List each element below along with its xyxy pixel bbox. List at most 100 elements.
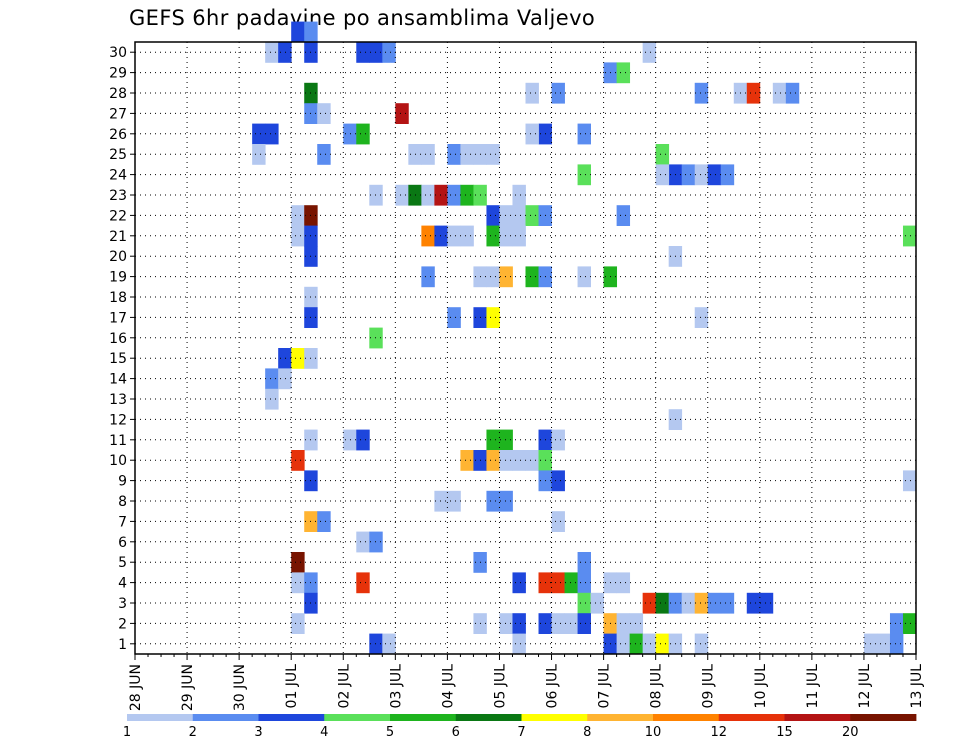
legend-swatch	[850, 714, 917, 721]
heatmap-cell	[746, 592, 761, 614]
y-tick-label: 17	[109, 310, 127, 326]
heatmap-cell	[655, 144, 670, 165]
heatmap-cell	[525, 123, 539, 145]
heatmap-cell	[291, 225, 305, 247]
y-tick-label: 22	[109, 208, 127, 224]
heatmap-cell	[499, 490, 513, 512]
legend-label: 10	[645, 725, 662, 740]
heatmap-cell	[447, 307, 461, 328]
heatmap-cell	[265, 388, 279, 410]
legend-label: 15	[776, 725, 793, 740]
heatmap-cell	[291, 348, 305, 369]
heatmap-cell	[382, 633, 396, 655]
legend-label: 5	[386, 725, 394, 740]
heatmap-cell	[902, 613, 917, 634]
y-tick-label: 11	[109, 433, 127, 449]
heatmap-cell	[616, 633, 631, 655]
heatmap-cell	[629, 613, 644, 634]
heatmap-cell	[278, 368, 292, 390]
heatmap-cell	[577, 266, 591, 288]
legend-label: 8	[583, 725, 591, 740]
heatmap-cell	[551, 470, 565, 492]
heatmap-cell	[265, 42, 279, 63]
heatmap-cell	[629, 633, 644, 655]
heatmap-cell	[525, 266, 539, 288]
y-tick-label: 24	[109, 168, 127, 184]
y-tick-label: 29	[109, 66, 127, 82]
heatmap-cell	[356, 429, 370, 451]
heatmap-cell	[278, 42, 292, 63]
heatmap-cell	[317, 144, 331, 165]
x-tick-label: 12 JUL	[857, 664, 873, 709]
legend-swatch	[127, 714, 194, 721]
heatmap-cell	[265, 368, 279, 390]
heatmap-cell	[343, 123, 357, 145]
x-tick-label: 03 JUL	[388, 664, 404, 709]
heatmap-cell	[369, 42, 383, 63]
heatmap-cell	[486, 450, 500, 471]
heatmap-cell	[655, 164, 670, 186]
x-tick-label: 10 JUL	[753, 664, 769, 709]
heatmap-cell	[434, 225, 448, 247]
heatmap-cell	[642, 592, 657, 614]
heatmap-cell	[499, 205, 513, 226]
heatmap-cell	[317, 511, 331, 532]
legend-swatch	[192, 714, 259, 721]
heatmap-cell	[616, 572, 631, 594]
heatmap-cell	[369, 633, 383, 655]
x-tick-label: 02 JUL	[336, 664, 352, 709]
heatmap-cell	[551, 572, 565, 594]
heatmap-cell	[512, 205, 526, 226]
heatmap-cell	[291, 552, 305, 573]
heatmap-cell	[499, 613, 513, 634]
legend-label: 1	[123, 725, 131, 740]
legend-swatch	[718, 714, 785, 721]
heatmap-cell	[369, 184, 383, 206]
heatmap-cell	[785, 82, 800, 104]
heatmap-cell	[577, 164, 591, 186]
x-tick-label: 04 JUL	[440, 664, 456, 709]
y-tick-label: 6	[118, 535, 127, 551]
heatmap-cell	[265, 123, 279, 145]
heatmap-cell	[551, 613, 565, 634]
heatmap-cell	[655, 592, 670, 614]
heatmap-cell	[447, 184, 461, 206]
y-tick-label: 1	[118, 637, 127, 653]
heatmap-cell	[447, 225, 461, 247]
heatmap-cell	[252, 144, 266, 165]
heatmap-cell	[369, 531, 383, 553]
legend-swatch	[455, 714, 522, 721]
heatmap-cell	[564, 613, 578, 634]
y-tick-label: 15	[109, 351, 127, 367]
y-tick-label: 12	[109, 412, 127, 428]
y-tick-label: 25	[109, 147, 127, 163]
heatmap-cell	[889, 613, 904, 634]
y-tick-label: 9	[118, 474, 127, 490]
heatmap-cell	[694, 82, 709, 104]
heatmap-cell	[395, 103, 409, 124]
heatmap-cell	[577, 123, 591, 145]
heatmap-cell	[564, 572, 578, 594]
heatmap-cell	[889, 633, 904, 655]
heatmap-cell	[551, 429, 565, 451]
heatmap-cell	[291, 21, 305, 43]
y-tick-label: 8	[118, 494, 127, 510]
y-tick-label: 3	[118, 596, 127, 612]
heatmap-cell	[694, 307, 709, 328]
heatmap-cell	[512, 225, 526, 247]
heatmap-cell	[616, 613, 631, 634]
heatmap-cell	[616, 62, 631, 84]
legend-swatch	[258, 714, 325, 721]
heatmap-cell	[499, 225, 513, 247]
heatmap-cell	[421, 225, 435, 247]
legend-swatch	[521, 714, 588, 721]
chart-title: GEFS 6hr padavine po ansamblima Valjevo	[129, 6, 596, 30]
heatmap-cell	[460, 184, 474, 206]
y-tick-label: 28	[109, 86, 127, 102]
y-tick-label: 26	[109, 127, 127, 143]
heatmap-cell	[512, 184, 526, 206]
legend-swatch	[784, 714, 851, 721]
x-tick-label: 28 JUN	[128, 664, 144, 711]
heatmap-cell	[642, 633, 657, 655]
